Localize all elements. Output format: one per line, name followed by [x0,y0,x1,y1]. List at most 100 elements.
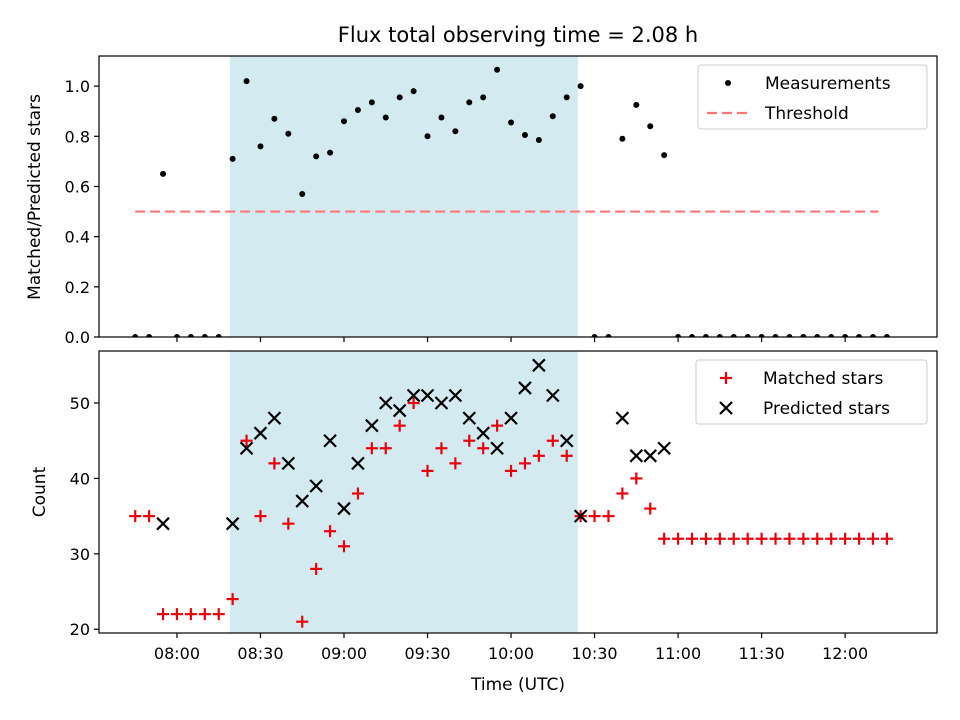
matched-point [588,510,601,523]
predicted-point [476,426,490,440]
predicted-point [406,388,421,403]
measurement-point [313,153,320,160]
measurement-point [132,334,139,337]
matched-point [310,562,323,575]
measurement-point [647,123,654,130]
measurement-point [842,334,849,337]
measurement-point [201,334,208,337]
measurement-point [243,78,250,85]
matched-point [727,532,740,545]
matched-point [282,517,295,530]
matched-point [351,487,364,500]
matched-point [407,397,420,410]
predicted-point [462,411,477,425]
x-tick-label: 08:30 [237,644,283,663]
matched-point [839,532,852,545]
measurement-point [619,135,626,142]
predicted-point [615,411,630,425]
predicted-point [267,411,282,425]
x-tick-label: 08:00 [154,644,200,663]
measurement-point [173,334,180,337]
predicted-point [546,388,560,403]
matched-point [157,608,170,621]
predicted-point [392,403,407,418]
matched-point [337,540,350,553]
legend-predicted-marker [719,401,733,415]
matched-point [491,419,504,432]
measurement-point [800,334,807,337]
measurement-point [883,334,890,337]
predicted-point [504,411,518,425]
measurement-point [368,99,375,106]
measurement-point [828,334,835,337]
measurement-point [438,114,445,121]
x-tick-label: 10:30 [572,644,618,663]
measurement-point [480,94,487,101]
matched-point [184,608,197,621]
matched-point [602,510,615,523]
legend-box [695,359,928,425]
measurement-point [633,101,640,108]
measurement-point [271,115,278,122]
y-tick-label: 0.6 [65,177,90,196]
matched-point [797,532,810,545]
matched-point [449,457,462,470]
legend-measurements-marker [725,80,731,86]
matched-point [699,532,712,545]
measurement-point [327,149,334,156]
measurement-point [716,334,723,337]
y-tick-label: 30 [70,545,90,564]
x-tick-label: 09:30 [404,644,450,663]
matched-point [672,532,685,545]
matched-point [616,487,629,500]
matched-point [658,532,671,545]
matched-point [505,464,518,477]
measurement-point [521,132,528,139]
axes-frame [98,350,938,634]
predicted-point [532,358,546,373]
predicted-point [573,509,588,523]
y-tick-label: 1.0 [65,77,90,96]
matched-point [853,532,866,545]
legend-label: Measurements [765,74,891,94]
legend-matched-marker [720,372,732,384]
matched-point [226,593,239,606]
matched-point [170,608,183,621]
matched-point [811,532,824,545]
matched-point [546,434,559,447]
bottom-panel: 20 30 40 50 08:00 08:30 09:00 09:30 10:00 10:30 11… [70,350,938,663]
measurement-point [605,334,612,337]
predicted-point [309,479,323,493]
predicted-point [448,388,463,403]
measurement-point [466,99,473,106]
matched-point [463,434,476,447]
matched-point [518,457,531,470]
matched-point [435,442,448,455]
y-tick-label: 0.0 [65,328,90,347]
measurement-point [869,334,876,337]
measurement-point [354,106,361,113]
measurement-point [563,94,570,101]
measurement-point [257,143,264,150]
predicted-point [378,396,393,410]
axes-frame [98,55,938,338]
measurement-point [215,334,222,337]
measurement-point [772,334,779,337]
matched-point [143,510,156,523]
measurement-point [675,334,682,337]
matched-point [560,449,573,462]
measurement-point [299,190,306,197]
x-tick-label: 09:00 [321,644,367,663]
measurement-point [730,334,737,337]
y-tick-label: 20 [70,620,90,639]
measurement-point [549,113,556,120]
predicted-point [518,381,532,395]
legend: Measurements Threshold [697,64,928,130]
predicted-point [295,494,310,508]
measurement-point [577,83,584,90]
predicted-point [657,441,671,456]
measurement-point [786,334,793,337]
measurement-point [689,334,696,337]
measurement-point [229,155,236,162]
